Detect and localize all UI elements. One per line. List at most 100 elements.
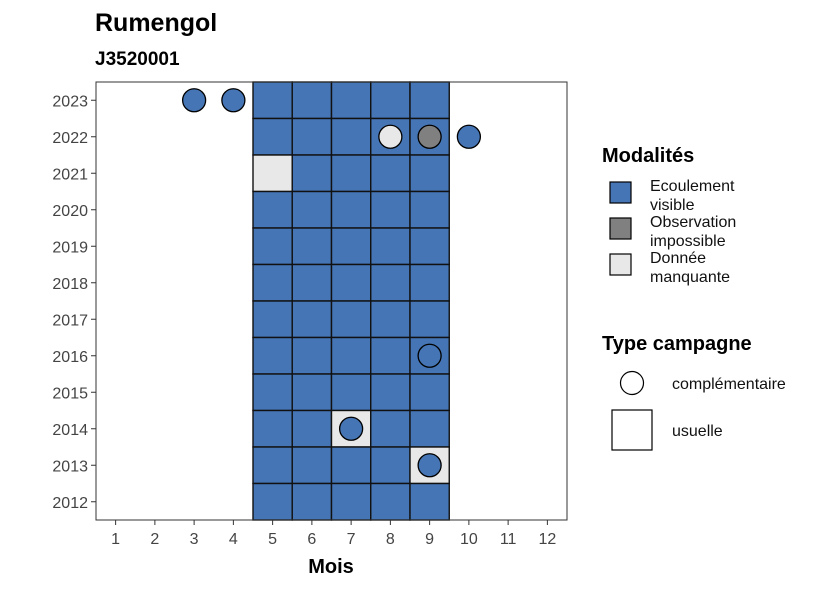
x-tick-label-10: 10 bbox=[460, 531, 478, 548]
legend-modalites-title: Modalités bbox=[602, 145, 694, 167]
tile-2013-8 bbox=[370, 446, 411, 485]
tile-2013-7 bbox=[330, 446, 372, 485]
tile-2015-5 bbox=[252, 373, 293, 412]
x-tick-label-12: 12 bbox=[538, 531, 556, 548]
tile-2023-9 bbox=[409, 81, 450, 120]
y-tick-label-2020: 2020 bbox=[52, 203, 88, 220]
tile-2021-9 bbox=[409, 154, 450, 193]
tile-2015-9 bbox=[409, 373, 450, 412]
y-tick-label-2015: 2015 bbox=[52, 385, 88, 402]
legend-key-complementaire bbox=[619, 370, 645, 396]
tile-2014-9 bbox=[409, 409, 450, 448]
legend-label-obs_impossible-1: Observation bbox=[650, 214, 736, 231]
tile-2012-8 bbox=[370, 482, 411, 521]
tile-2016-6 bbox=[291, 336, 333, 375]
legend-label-ecoulement-2: visible bbox=[650, 197, 695, 214]
x-tick-label-2: 2 bbox=[150, 531, 159, 548]
y-tick-label-2012: 2012 bbox=[52, 495, 88, 512]
x-tick-label-11: 11 bbox=[500, 531, 517, 548]
legend-label-obs_impossible-2: impossible bbox=[650, 233, 726, 250]
legend-key-ecoulement bbox=[609, 181, 632, 204]
x-tick-label-7: 7 bbox=[347, 531, 356, 548]
x-axis: 1 2 3 4 5 6 7 8 9 10 11 12 bbox=[111, 520, 556, 548]
x-tick-label-3: 3 bbox=[190, 531, 199, 548]
tile-2015-6 bbox=[291, 373, 333, 412]
x-axis-title: Mois bbox=[308, 556, 354, 578]
tile-2015-7 bbox=[330, 373, 372, 412]
tile-2020-6 bbox=[291, 190, 333, 229]
tile-2023-5 bbox=[252, 81, 293, 120]
tile-2022-6 bbox=[291, 117, 333, 156]
tile-2019-5 bbox=[252, 227, 293, 266]
tile-2018-8 bbox=[370, 263, 411, 302]
x-tick-label-6: 6 bbox=[307, 531, 316, 548]
tile-2016-7 bbox=[330, 336, 372, 375]
tile-2022-7 bbox=[330, 117, 372, 156]
y-axis: 2012 2013 2014 2015 2016 2017 2018 2019 2020 2021… bbox=[52, 93, 96, 512]
y-tick-label-2022: 2022 bbox=[52, 130, 88, 147]
x-tick-label-8: 8 bbox=[386, 531, 395, 548]
point-2014-7 bbox=[338, 416, 364, 441]
tile-2021-6 bbox=[291, 154, 333, 193]
tile-2020-5 bbox=[252, 190, 293, 229]
tile-2021-5 bbox=[252, 154, 293, 193]
point-2013-9 bbox=[417, 453, 442, 478]
point-2023-4 bbox=[221, 88, 246, 113]
chart-title: Rumengol bbox=[95, 9, 217, 37]
chart-subtitle: J3520001 bbox=[95, 49, 180, 70]
tile-2014-5 bbox=[252, 409, 293, 448]
y-tick-label-2021: 2021 bbox=[52, 166, 88, 183]
tile-2023-7 bbox=[330, 81, 372, 120]
tile-2013-5 bbox=[252, 446, 293, 485]
tile-2016-8 bbox=[370, 336, 411, 375]
y-tick-label-2016: 2016 bbox=[52, 349, 88, 366]
legend-key-manquante bbox=[609, 253, 632, 276]
point-2022-10 bbox=[456, 124, 482, 149]
tile-2019-9 bbox=[409, 227, 450, 266]
tile-2019-7 bbox=[330, 227, 372, 266]
tile-layer bbox=[252, 81, 450, 521]
point-2016-9 bbox=[417, 343, 442, 368]
tile-2018-7 bbox=[330, 263, 372, 302]
tile-2012-6 bbox=[291, 482, 333, 521]
tile-2016-5 bbox=[252, 336, 293, 375]
tile-2017-9 bbox=[409, 300, 450, 339]
y-tick-label-2014: 2014 bbox=[52, 422, 88, 439]
tile-2019-6 bbox=[291, 227, 333, 266]
legend-label-ecoulement-1: Ecoulement bbox=[650, 178, 735, 195]
point-2022-8 bbox=[378, 124, 403, 149]
legend-type-title: Type campagne bbox=[602, 333, 752, 355]
point-layer bbox=[181, 88, 482, 478]
tile-2012-9 bbox=[409, 482, 450, 521]
legend-type-campagne: complémentaire usuelle bbox=[611, 370, 786, 451]
tile-2014-6 bbox=[291, 409, 333, 448]
tile-2020-7 bbox=[330, 190, 372, 229]
tile-2023-8 bbox=[370, 81, 411, 120]
tile-2018-5 bbox=[252, 263, 293, 302]
tile-2020-8 bbox=[370, 190, 411, 229]
legend-label-complementaire: complémentaire bbox=[672, 376, 786, 393]
legend-label-manquante-1: Donnée bbox=[650, 250, 706, 267]
tile-2017-8 bbox=[370, 300, 411, 339]
y-tick-label-2019: 2019 bbox=[52, 239, 88, 256]
x-tick-label-1: 1 bbox=[111, 531, 120, 548]
point-2022-9 bbox=[417, 124, 442, 149]
tile-2023-6 bbox=[291, 81, 333, 120]
tile-2017-5 bbox=[252, 300, 293, 339]
x-tick-label-9: 9 bbox=[425, 531, 434, 548]
tile-2017-6 bbox=[291, 300, 333, 339]
x-tick-label-4: 4 bbox=[229, 531, 238, 548]
legend-label-usuelle: usuelle bbox=[672, 423, 723, 440]
tile-2018-6 bbox=[291, 263, 333, 302]
x-tick-label-5: 5 bbox=[268, 531, 277, 548]
legend-label-manquante-2: manquante bbox=[650, 269, 730, 286]
legend-key-obs_impossible bbox=[609, 217, 632, 240]
tile-2012-7 bbox=[330, 482, 372, 521]
tile-2017-7 bbox=[330, 300, 372, 339]
plot-border bbox=[95, 81, 568, 521]
tile-2012-5 bbox=[252, 482, 293, 521]
tile-2018-9 bbox=[409, 263, 450, 302]
tile-2019-8 bbox=[370, 227, 411, 266]
point-2023-3 bbox=[181, 88, 207, 113]
